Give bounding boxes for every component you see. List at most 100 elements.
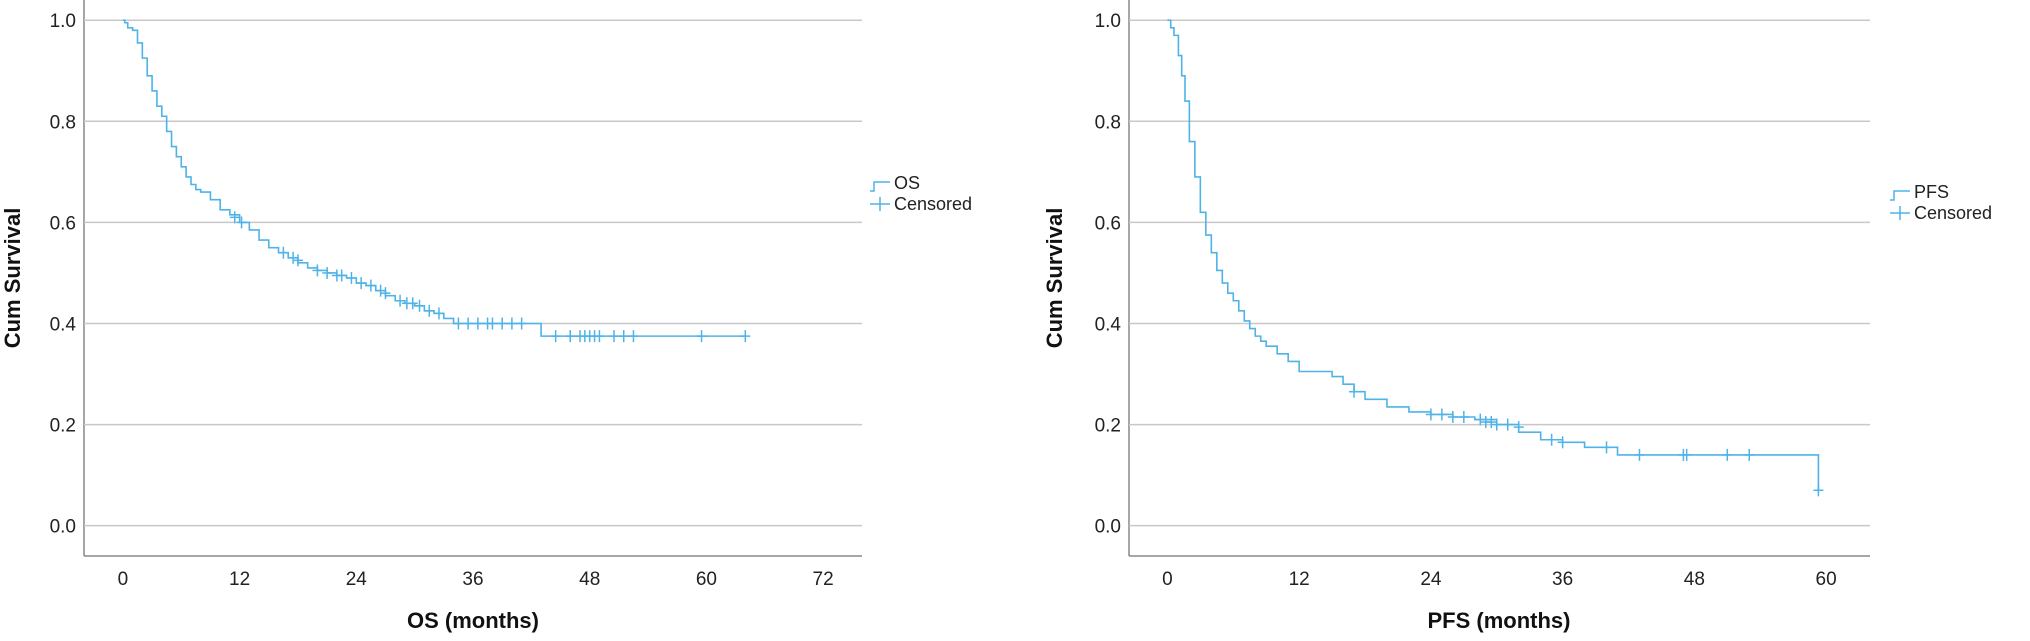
censor-mark <box>516 317 527 330</box>
pfs-km-chart: 0 12 24 36 48 60 0.0 0.2 0.4 0.6 0.8 1.0 PFS (mont… <box>1042 0 1992 633</box>
censor-mark <box>1722 448 1733 461</box>
y-gridlines <box>84 19 862 527</box>
legend-censored-label: Censored <box>1914 203 1992 223</box>
y-tick-label: 0.4 <box>50 314 77 335</box>
censor-mark <box>346 272 357 284</box>
censor-mark <box>365 279 376 292</box>
x-axis-title: OS (months) <box>407 608 539 633</box>
censor-mark <box>1634 448 1645 461</box>
censor-mark <box>236 216 247 229</box>
censor-mark <box>380 287 391 300</box>
y-axis-title: Cum Survival <box>0 208 25 349</box>
censor-mark <box>1447 411 1458 423</box>
censor-mark <box>453 317 464 330</box>
legend-series-label: OS <box>894 173 920 193</box>
plot-frame <box>83 0 862 557</box>
y-tick-label: 0.2 <box>50 416 76 437</box>
censor-mark <box>288 251 299 264</box>
censor-mark <box>1486 416 1497 429</box>
censor-mark <box>497 317 508 330</box>
censor-mark <box>594 330 605 343</box>
censor-mark <box>463 317 474 330</box>
censor-mark <box>550 330 561 343</box>
censor-mark <box>375 284 386 297</box>
censor-mark <box>1436 408 1447 421</box>
censor-mark <box>424 304 435 317</box>
x-tick-labels: 0 12 24 36 48 60 72 <box>118 569 834 590</box>
censor-mark <box>472 317 483 330</box>
censor-mark <box>565 330 576 343</box>
y-tick-label: 1.0 <box>1095 11 1121 32</box>
censor-mark <box>407 297 418 310</box>
censor-mark <box>414 299 425 312</box>
censor-mark <box>618 330 629 343</box>
y-tick-labels: 0.0 0.2 0.4 0.6 0.8 1.0 <box>1095 11 1122 537</box>
km-step-line <box>1167 19 1820 491</box>
censor-mark <box>229 211 240 224</box>
legend-series-label: PFS <box>1914 182 1949 202</box>
y-tick-label: 0.0 <box>1095 517 1121 538</box>
y-tick-label: 1.0 <box>50 11 76 32</box>
censor-mark <box>506 317 517 330</box>
y-tick-label: 0.8 <box>1095 112 1121 133</box>
y-tick-label: 0.4 <box>1095 314 1122 335</box>
os-km-chart: 0 12 24 36 48 60 72 0.0 0.2 0.4 0.6 0.8 1.0 OS (mon… <box>0 0 972 633</box>
censor-mark <box>1513 421 1524 434</box>
censor-mark <box>1491 418 1502 431</box>
censor-mark <box>395 294 406 307</box>
x-tick-label: 0 <box>118 569 129 590</box>
legend: OS Censored <box>870 173 972 214</box>
x-tick-label: 36 <box>1552 569 1573 590</box>
x-tick-label: 72 <box>813 569 834 590</box>
km-curve <box>122 19 746 337</box>
censor-mark <box>696 330 707 343</box>
x-tick-label: 48 <box>1684 569 1705 590</box>
censor-mark <box>628 330 639 343</box>
censor-mark <box>1681 448 1692 461</box>
censor-mark <box>356 277 367 290</box>
y-tick-label: 0.2 <box>1095 416 1121 437</box>
censor-mark <box>1557 436 1568 449</box>
x-tick-label: 12 <box>1289 569 1310 590</box>
censor-mark <box>1546 433 1557 446</box>
x-tick-label: 0 <box>1162 569 1173 590</box>
y-tick-label: 0.8 <box>50 112 76 133</box>
censor-mark <box>336 269 347 282</box>
censor-mark <box>312 264 323 277</box>
censor-mark <box>1744 448 1755 461</box>
censor-mark <box>292 254 303 267</box>
censor-mark <box>487 317 498 330</box>
censor-mark <box>609 330 620 343</box>
y-gridlines <box>1129 19 1870 527</box>
censor-mark <box>1502 418 1513 431</box>
x-tick-label: 36 <box>462 569 483 590</box>
censor-mark <box>740 330 751 343</box>
plot-frame <box>1128 0 1870 557</box>
os-chart-panel: 0 12 24 36 48 60 72 0.0 0.2 0.4 0.6 0.8 1.0 OS (mon… <box>0 0 1010 636</box>
legend-line-sample <box>1890 190 1910 201</box>
x-axis-title: PFS (months) <box>1428 608 1571 633</box>
censor-mark <box>1475 413 1486 426</box>
x-tick-label: 24 <box>1420 569 1442 590</box>
legend-line-sample <box>870 181 890 192</box>
km-curve <box>1167 19 1820 491</box>
y-tick-labels: 0.0 0.2 0.4 0.6 0.8 1.0 <box>50 11 77 537</box>
censor-mark <box>322 266 333 279</box>
y-axis-title: Cum Survival <box>1042 208 1067 349</box>
x-tick-label: 60 <box>696 569 717 590</box>
y-tick-label: 0.6 <box>1095 213 1121 234</box>
censor-mark <box>433 307 444 320</box>
censor-mark <box>1813 484 1824 497</box>
censor-mark <box>1425 408 1436 421</box>
y-tick-label: 0.0 <box>50 517 76 538</box>
censor-mark <box>1601 441 1612 454</box>
legend-censored-label: Censored <box>894 194 972 214</box>
censor-marks <box>1349 385 1824 497</box>
y-tick-label: 0.6 <box>50 213 76 234</box>
km-step-line <box>122 19 746 337</box>
x-tick-label: 60 <box>1816 569 1837 590</box>
x-tick-labels: 0 12 24 36 48 60 <box>1162 569 1837 590</box>
pfs-chart-panel: 0 12 24 36 48 60 0.0 0.2 0.4 0.6 0.8 1.0 PFS (mont… <box>1040 0 2030 636</box>
x-tick-label: 24 <box>346 569 368 590</box>
censor-mark <box>278 246 289 259</box>
